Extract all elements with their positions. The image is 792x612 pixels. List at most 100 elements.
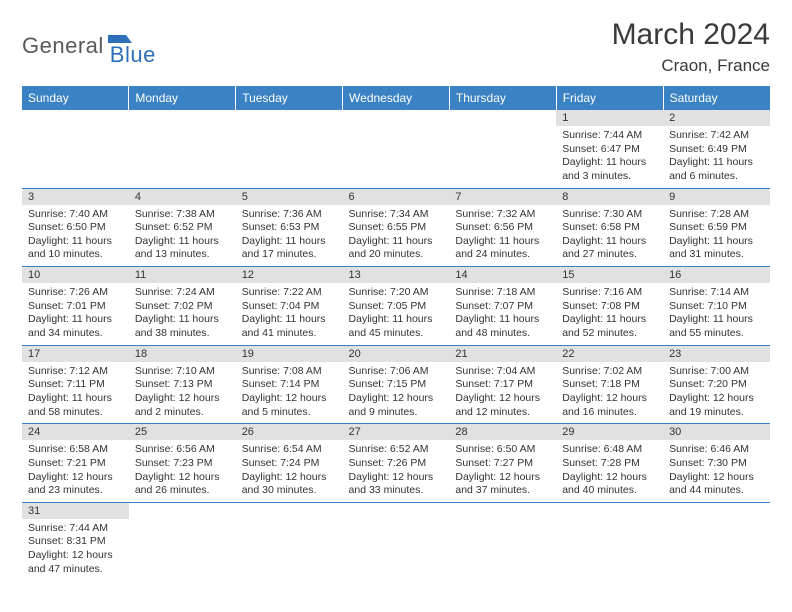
- day-info: Sunrise: 7:04 AMSunset: 7:17 PMDaylight:…: [449, 362, 556, 424]
- calendar-day-cell: 18Sunrise: 7:10 AMSunset: 7:13 PMDayligh…: [129, 345, 236, 424]
- calendar-day-cell: 11Sunrise: 7:24 AMSunset: 7:02 PMDayligh…: [129, 267, 236, 346]
- logo: General Blue: [22, 18, 156, 68]
- day-number: 20: [343, 346, 450, 362]
- calendar-day-cell: [22, 110, 129, 188]
- day-number: 16: [663, 267, 770, 283]
- day-number: 28: [449, 424, 556, 440]
- calendar-day-cell: 20Sunrise: 7:06 AMSunset: 7:15 PMDayligh…: [343, 345, 450, 424]
- day-info: Sunrise: 7:32 AMSunset: 6:56 PMDaylight:…: [449, 205, 556, 267]
- day-number: 30: [663, 424, 770, 440]
- calendar-day-cell: 29Sunrise: 6:48 AMSunset: 7:28 PMDayligh…: [556, 424, 663, 503]
- calendar-day-cell: [556, 502, 663, 580]
- day-info: Sunrise: 7:42 AMSunset: 6:49 PMDaylight:…: [663, 126, 770, 188]
- day-info: Sunrise: 7:28 AMSunset: 6:59 PMDaylight:…: [663, 205, 770, 267]
- calendar-day-cell: 17Sunrise: 7:12 AMSunset: 7:11 PMDayligh…: [22, 345, 129, 424]
- day-number: 21: [449, 346, 556, 362]
- calendar-day-cell: 4Sunrise: 7:38 AMSunset: 6:52 PMDaylight…: [129, 188, 236, 267]
- calendar-day-cell: 30Sunrise: 6:46 AMSunset: 7:30 PMDayligh…: [663, 424, 770, 503]
- calendar-day-cell: 24Sunrise: 6:58 AMSunset: 7:21 PMDayligh…: [22, 424, 129, 503]
- weekday-header-row: SundayMondayTuesdayWednesdayThursdayFrid…: [22, 86, 770, 110]
- day-info: Sunrise: 7:44 AMSunset: 6:47 PMDaylight:…: [556, 126, 663, 188]
- day-number: 15: [556, 267, 663, 283]
- calendar-day-cell: 27Sunrise: 6:52 AMSunset: 7:26 PMDayligh…: [343, 424, 450, 503]
- day-info: Sunrise: 6:50 AMSunset: 7:27 PMDaylight:…: [449, 440, 556, 502]
- day-number: 19: [236, 346, 343, 362]
- day-number: 17: [22, 346, 129, 362]
- day-number: 8: [556, 189, 663, 205]
- day-number: 7: [449, 189, 556, 205]
- calendar-day-cell: 12Sunrise: 7:22 AMSunset: 7:04 PMDayligh…: [236, 267, 343, 346]
- day-number: 4: [129, 189, 236, 205]
- calendar-day-cell: 22Sunrise: 7:02 AMSunset: 7:18 PMDayligh…: [556, 345, 663, 424]
- logo-word-a: General: [22, 33, 104, 59]
- day-number: 22: [556, 346, 663, 362]
- day-info: Sunrise: 7:10 AMSunset: 7:13 PMDaylight:…: [129, 362, 236, 424]
- calendar-table: SundayMondayTuesdayWednesdayThursdayFrid…: [22, 86, 770, 580]
- calendar-day-cell: 19Sunrise: 7:08 AMSunset: 7:14 PMDayligh…: [236, 345, 343, 424]
- calendar-day-cell: 5Sunrise: 7:36 AMSunset: 6:53 PMDaylight…: [236, 188, 343, 267]
- day-info: Sunrise: 7:14 AMSunset: 7:10 PMDaylight:…: [663, 283, 770, 345]
- day-info: Sunrise: 7:36 AMSunset: 6:53 PMDaylight:…: [236, 205, 343, 267]
- day-info: Sunrise: 7:40 AMSunset: 6:50 PMDaylight:…: [22, 205, 129, 267]
- day-number: 23: [663, 346, 770, 362]
- day-info: Sunrise: 7:02 AMSunset: 7:18 PMDaylight:…: [556, 362, 663, 424]
- calendar-day-cell: 26Sunrise: 6:54 AMSunset: 7:24 PMDayligh…: [236, 424, 343, 503]
- calendar-day-cell: 15Sunrise: 7:16 AMSunset: 7:08 PMDayligh…: [556, 267, 663, 346]
- calendar-day-cell: 10Sunrise: 7:26 AMSunset: 7:01 PMDayligh…: [22, 267, 129, 346]
- day-number: 13: [343, 267, 450, 283]
- header: General Blue March 2024 Craon, France: [22, 18, 770, 76]
- day-info: Sunrise: 6:54 AMSunset: 7:24 PMDaylight:…: [236, 440, 343, 502]
- day-info: Sunrise: 7:24 AMSunset: 7:02 PMDaylight:…: [129, 283, 236, 345]
- day-number: 18: [129, 346, 236, 362]
- day-number: 24: [22, 424, 129, 440]
- title-block: March 2024 Craon, France: [612, 18, 770, 76]
- calendar-day-cell: [343, 502, 450, 580]
- weekday-header: Friday: [556, 86, 663, 110]
- day-info: Sunrise: 7:44 AMSunset: 8:31 PMDaylight:…: [22, 519, 129, 581]
- day-number: 14: [449, 267, 556, 283]
- day-info: Sunrise: 7:22 AMSunset: 7:04 PMDaylight:…: [236, 283, 343, 345]
- calendar-week-row: 31Sunrise: 7:44 AMSunset: 8:31 PMDayligh…: [22, 502, 770, 580]
- calendar-day-cell: 13Sunrise: 7:20 AMSunset: 7:05 PMDayligh…: [343, 267, 450, 346]
- day-number: 25: [129, 424, 236, 440]
- day-number: 3: [22, 189, 129, 205]
- calendar-day-cell: [663, 502, 770, 580]
- day-number: 12: [236, 267, 343, 283]
- calendar-day-cell: 8Sunrise: 7:30 AMSunset: 6:58 PMDaylight…: [556, 188, 663, 267]
- day-info: Sunrise: 6:58 AMSunset: 7:21 PMDaylight:…: [22, 440, 129, 502]
- calendar-day-cell: 6Sunrise: 7:34 AMSunset: 6:55 PMDaylight…: [343, 188, 450, 267]
- day-info: Sunrise: 6:46 AMSunset: 7:30 PMDaylight:…: [663, 440, 770, 502]
- day-info: Sunrise: 6:56 AMSunset: 7:23 PMDaylight:…: [129, 440, 236, 502]
- day-number: 1: [556, 110, 663, 126]
- day-number: 29: [556, 424, 663, 440]
- day-number: 6: [343, 189, 450, 205]
- day-info: Sunrise: 7:30 AMSunset: 6:58 PMDaylight:…: [556, 205, 663, 267]
- calendar-day-cell: [129, 502, 236, 580]
- day-info: Sunrise: 7:38 AMSunset: 6:52 PMDaylight:…: [129, 205, 236, 267]
- location: Craon, France: [612, 56, 770, 76]
- calendar-day-cell: 3Sunrise: 7:40 AMSunset: 6:50 PMDaylight…: [22, 188, 129, 267]
- day-info: Sunrise: 7:20 AMSunset: 7:05 PMDaylight:…: [343, 283, 450, 345]
- weekday-header: Thursday: [449, 86, 556, 110]
- calendar-day-cell: 14Sunrise: 7:18 AMSunset: 7:07 PMDayligh…: [449, 267, 556, 346]
- calendar-day-cell: 28Sunrise: 6:50 AMSunset: 7:27 PMDayligh…: [449, 424, 556, 503]
- calendar-day-cell: [236, 502, 343, 580]
- calendar-body: 1Sunrise: 7:44 AMSunset: 6:47 PMDaylight…: [22, 110, 770, 580]
- day-info: Sunrise: 7:16 AMSunset: 7:08 PMDaylight:…: [556, 283, 663, 345]
- day-number: 5: [236, 189, 343, 205]
- day-number: 2: [663, 110, 770, 126]
- calendar-day-cell: 25Sunrise: 6:56 AMSunset: 7:23 PMDayligh…: [129, 424, 236, 503]
- calendar-day-cell: 21Sunrise: 7:04 AMSunset: 7:17 PMDayligh…: [449, 345, 556, 424]
- weekday-header: Sunday: [22, 86, 129, 110]
- day-number: 10: [22, 267, 129, 283]
- calendar-day-cell: 9Sunrise: 7:28 AMSunset: 6:59 PMDaylight…: [663, 188, 770, 267]
- calendar-day-cell: [449, 110, 556, 188]
- weekday-header: Monday: [129, 86, 236, 110]
- day-info: Sunrise: 7:26 AMSunset: 7:01 PMDaylight:…: [22, 283, 129, 345]
- day-number: 31: [22, 503, 129, 519]
- calendar-day-cell: 7Sunrise: 7:32 AMSunset: 6:56 PMDaylight…: [449, 188, 556, 267]
- weekday-header: Saturday: [663, 86, 770, 110]
- page-title: March 2024: [612, 18, 770, 52]
- calendar-day-cell: [449, 502, 556, 580]
- calendar-week-row: 1Sunrise: 7:44 AMSunset: 6:47 PMDaylight…: [22, 110, 770, 188]
